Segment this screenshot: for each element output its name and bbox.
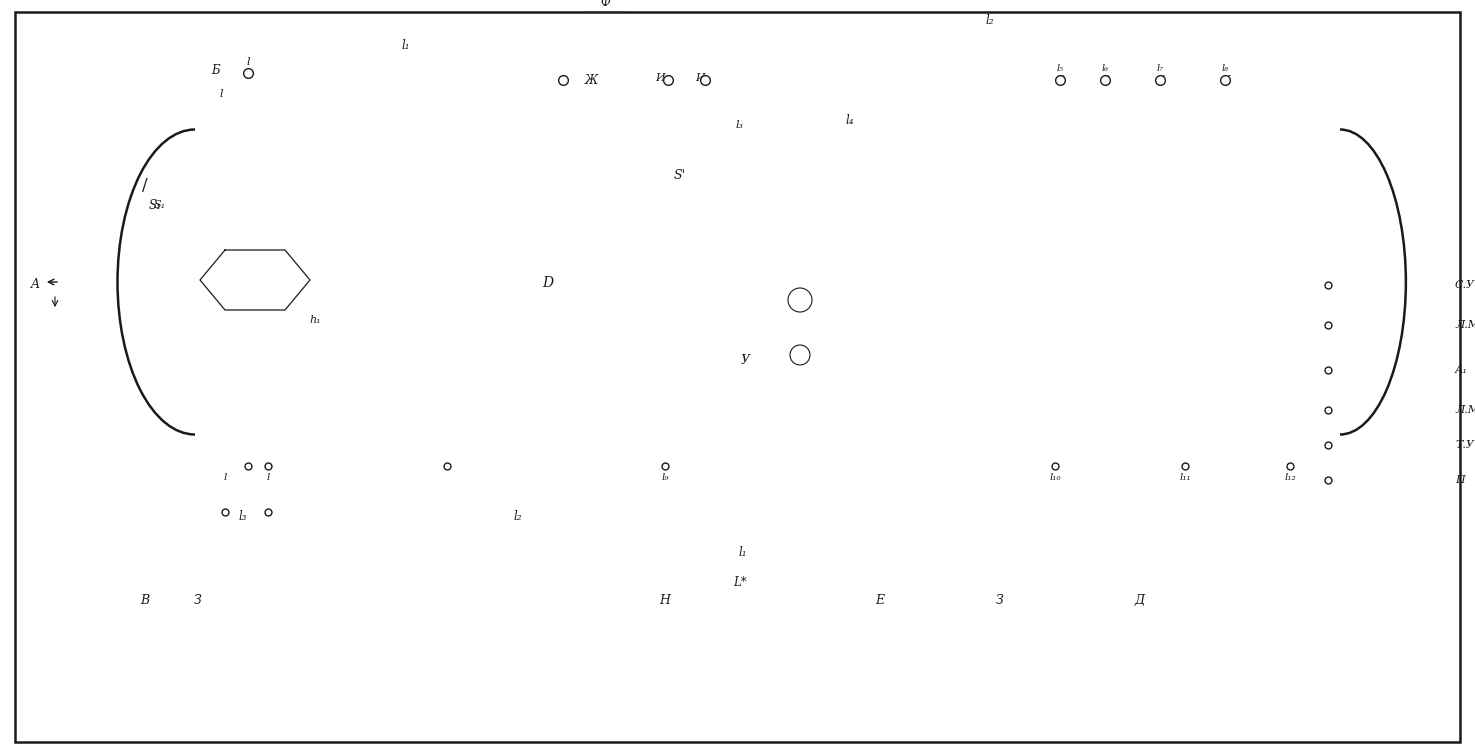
Text: L*: L* — [733, 575, 746, 589]
Text: h₁: h₁ — [310, 315, 322, 325]
Bar — [1027, 455, 1083, 500]
Bar — [236, 73, 260, 85]
Text: l₃: l₃ — [239, 511, 246, 523]
Bar — [1156, 455, 1212, 500]
Text: D: D — [541, 276, 553, 289]
Bar — [434, 451, 462, 461]
Bar — [552, 80, 575, 92]
Text: l₁₀: l₁₀ — [1049, 472, 1061, 481]
Text: l₆: l₆ — [1102, 63, 1109, 72]
Text: И: И — [655, 73, 665, 83]
Bar — [701, 70, 709, 80]
Bar — [693, 80, 717, 92]
Bar — [559, 70, 566, 80]
Bar — [650, 451, 678, 461]
Text: Т.У: Т.У — [1454, 440, 1474, 450]
Bar — [1049, 80, 1072, 92]
Text: l₉: l₉ — [661, 472, 668, 481]
Text: l: l — [246, 57, 249, 67]
Bar — [1276, 451, 1304, 461]
Bar — [230, 215, 268, 245]
Text: S₁: S₁ — [149, 199, 161, 212]
Bar — [432, 500, 462, 512]
Text: l₃: l₃ — [736, 120, 743, 130]
Bar — [1171, 451, 1199, 461]
Bar — [1148, 80, 1173, 92]
Text: Г: Г — [1156, 75, 1164, 85]
Bar — [1041, 451, 1069, 461]
Text: l₄: l₄ — [845, 114, 854, 127]
Text: l: l — [223, 472, 227, 481]
Bar — [656, 80, 680, 92]
Text: Р: Р — [1056, 75, 1063, 85]
Text: А₁: А₁ — [1454, 365, 1468, 375]
Bar — [243, 63, 252, 73]
Text: П: П — [1454, 475, 1465, 485]
Text: l₅: l₅ — [1056, 63, 1063, 72]
Bar — [209, 500, 240, 512]
Text: S': S' — [674, 169, 686, 181]
Text: З: З — [195, 593, 202, 606]
Text: S₁: S₁ — [153, 200, 167, 210]
Bar — [611, 163, 650, 233]
Text: К: К — [1221, 75, 1229, 85]
Text: Е: Е — [876, 593, 885, 606]
Bar — [1156, 70, 1164, 80]
Bar — [664, 70, 673, 80]
Text: Н: Н — [659, 593, 671, 606]
Bar — [389, 138, 645, 427]
Bar — [960, 235, 1015, 275]
Text: /: / — [142, 176, 148, 194]
Text: Ж: Ж — [586, 74, 599, 87]
Text: l₁₂: l₁₂ — [1285, 472, 1297, 481]
Polygon shape — [201, 250, 310, 310]
Bar — [1100, 70, 1109, 80]
Bar — [254, 451, 282, 461]
Text: Р: Р — [1102, 75, 1109, 85]
Text: З: З — [996, 593, 1004, 606]
Text: В: В — [140, 593, 149, 606]
Bar — [577, 25, 633, 68]
Text: l₈: l₈ — [1221, 63, 1229, 72]
Text: Л.М: Л.М — [1454, 320, 1475, 330]
Bar — [1035, 497, 1075, 512]
Text: Б: Б — [211, 63, 220, 77]
Bar — [1221, 70, 1229, 80]
Text: l₂: l₂ — [985, 14, 994, 26]
Bar — [1093, 80, 1117, 92]
Text: l₁: l₁ — [739, 545, 746, 559]
Text: У: У — [740, 353, 749, 367]
Bar — [1056, 70, 1063, 80]
Bar — [1165, 497, 1205, 512]
Text: И: И — [695, 73, 705, 83]
Text: С.У: С.У — [1454, 280, 1475, 290]
Text: l₁: l₁ — [401, 38, 410, 51]
Text: Ф: Ф — [600, 0, 609, 8]
Text: Д: Д — [1134, 593, 1145, 606]
Bar — [960, 200, 1061, 270]
Bar — [254, 500, 283, 512]
Text: Л.М: Л.М — [1454, 405, 1475, 415]
Text: l: l — [267, 472, 270, 481]
Text: l₇: l₇ — [1156, 63, 1164, 72]
Bar — [235, 451, 263, 461]
Text: l₁₁: l₁₁ — [1179, 472, 1190, 481]
Bar — [1212, 80, 1238, 92]
Text: l: l — [220, 89, 223, 99]
Bar — [586, 12, 625, 25]
Text: l₂: l₂ — [513, 511, 522, 523]
Text: A: A — [31, 278, 40, 291]
